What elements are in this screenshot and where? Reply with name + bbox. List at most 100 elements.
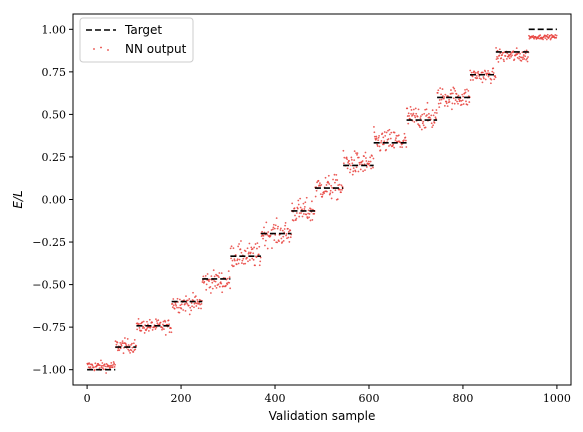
nn-output-point <box>256 242 259 245</box>
nn-output-point <box>240 251 243 254</box>
nn-output-point <box>403 132 406 135</box>
nn-output-point <box>307 209 310 212</box>
nn-output-point <box>549 34 551 37</box>
nn-output-point <box>395 134 398 137</box>
nn-output-point <box>417 123 419 125</box>
nn-output-point <box>249 251 252 254</box>
nn-output-point <box>164 320 167 323</box>
nn-output-point <box>261 230 263 233</box>
nn-output-point <box>356 152 359 155</box>
nn-output-point <box>138 323 140 325</box>
nn-output-point <box>466 103 469 106</box>
nn-output-point <box>194 295 197 298</box>
nn-output-point <box>175 304 178 307</box>
nn-output-point <box>288 241 291 243</box>
nn-output-point <box>211 281 214 284</box>
x-tick-label: 200 <box>171 392 192 405</box>
nn-output-point <box>403 139 405 142</box>
nn-output-point <box>426 114 428 116</box>
nn-output-point <box>555 34 558 37</box>
nn-output-point <box>205 288 208 291</box>
nn-output-point <box>453 87 456 90</box>
nn-output-point <box>524 52 527 55</box>
nn-output-point <box>394 139 397 142</box>
nn-output-point <box>359 168 362 171</box>
nn-output-point <box>443 96 446 98</box>
nn-output-point <box>376 145 379 147</box>
nn-output-point <box>186 303 189 305</box>
nn-output-point <box>413 121 416 123</box>
nn-output-point <box>296 207 299 210</box>
legend-nn-label: NN output <box>125 42 187 56</box>
nn-output-point <box>409 106 412 108</box>
nn-output-point <box>357 170 360 173</box>
nn-output-point <box>93 366 95 368</box>
nn-output-point <box>365 157 367 159</box>
nn-output-point <box>289 229 292 232</box>
nn-output-point <box>412 112 415 115</box>
nn-output-point <box>424 126 427 129</box>
nn-output-point <box>376 143 379 146</box>
nn-output-point <box>333 173 336 176</box>
nn-output-point <box>250 246 253 249</box>
nn-output-point <box>415 112 418 115</box>
nn-output-point <box>266 233 269 236</box>
nn-output-point <box>258 264 261 267</box>
nn-output-point <box>188 298 191 300</box>
nn-output-point <box>301 208 303 211</box>
nn-output-point <box>98 367 101 370</box>
nn-output-point <box>124 343 127 345</box>
nn-output-point <box>230 257 232 260</box>
nn-output-point <box>281 241 284 243</box>
nn-output-point <box>219 281 222 284</box>
nn-output-point <box>171 306 174 309</box>
nn-output-point <box>438 99 441 101</box>
nn-output-point <box>127 348 130 351</box>
nn-output-point <box>348 159 350 162</box>
nn-output-point <box>285 234 287 237</box>
nn-output-point <box>115 343 118 346</box>
nn-output-point <box>168 323 170 326</box>
nn-output-point <box>109 364 112 367</box>
nn-output-point <box>460 100 463 102</box>
nn-output-point <box>214 285 217 287</box>
nn-output-point <box>450 89 452 91</box>
nn-output-point <box>194 302 197 304</box>
y-axis-label: E/L <box>11 190 25 208</box>
nn-output-point <box>302 202 305 205</box>
nn-output-point <box>426 101 429 104</box>
nn-output-point <box>493 78 496 81</box>
nn-output-point <box>419 126 421 129</box>
nn-output-point <box>145 328 148 331</box>
nn-output-point <box>401 146 404 149</box>
nn-output-point <box>213 275 216 278</box>
nn-output-point <box>420 128 423 131</box>
nn-output-point <box>377 139 380 142</box>
nn-output-point <box>467 89 470 92</box>
x-axis-label: Validation sample <box>269 409 376 423</box>
nn-output-point <box>131 346 134 349</box>
nn-output-point <box>132 351 135 353</box>
nn-output-point <box>374 138 377 141</box>
nn-output-point <box>326 190 328 193</box>
nn-output-point <box>522 54 525 56</box>
nn-output-point <box>367 160 370 163</box>
nn-output-point <box>515 47 518 50</box>
nn-output-point <box>414 107 417 110</box>
nn-output-point <box>486 72 489 75</box>
nn-output-point <box>213 280 216 282</box>
nn-output-point <box>433 121 436 124</box>
nn-output-point <box>159 321 162 324</box>
nn-output-point <box>369 160 372 163</box>
nn-output-point <box>284 222 287 224</box>
nn-output-point <box>334 179 337 181</box>
nn-output-point <box>279 229 282 231</box>
nn-output-point <box>304 201 307 204</box>
nn-output-point <box>157 319 160 322</box>
nn-output-point <box>498 54 501 57</box>
nn-output-point <box>178 311 181 314</box>
nn-output-point <box>299 206 302 209</box>
legend-nn-point <box>107 49 109 51</box>
nn-output-point <box>351 162 354 165</box>
nn-output-point <box>405 146 408 148</box>
